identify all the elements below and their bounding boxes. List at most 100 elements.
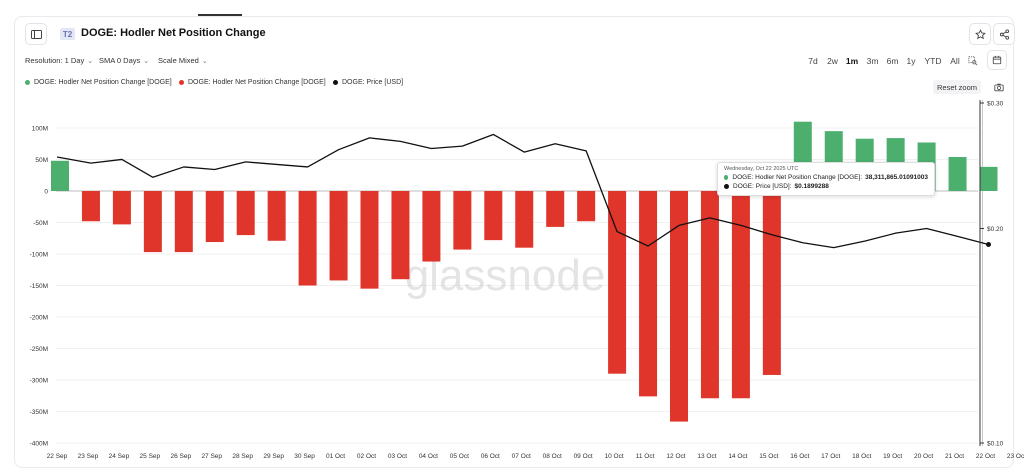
legend-label: DOGE: Hodler Net Position Change [DOGE] [188,79,326,86]
chevron-down-icon: ⌄ [87,58,94,65]
y-tick-label: 0 [44,189,48,196]
zoom-select-icon [968,56,978,66]
axes: 100M 50M 0 -50M -100M -150M -200M -250M -300M -35… [30,100,1024,460]
y-tick-label: 100M [32,126,48,133]
x-tick-label: 27 Sep [201,453,222,460]
tooltip-dot [724,175,729,180]
range-ytd-button[interactable]: YTD [924,56,942,66]
legend-item-negative[interactable]: DOGE: Hodler Net Position Change [DOGE] [179,79,326,86]
tooltip-label: DOGE: Hodler Net Position Change [DOGE]: [732,174,863,181]
y-tick-label: -200M [30,315,48,322]
sidebar-toggle-icon [30,29,42,39]
resolution-select[interactable]: Resolution: 1 Day ⌄ [25,56,93,65]
bar [267,191,286,241]
y-tick-label: -250M [30,346,48,353]
bar [112,191,131,225]
x-tick-label: 08 Oct [543,453,562,460]
legend-item-price[interactable]: DOGE: Price [USD] [333,79,403,86]
legend-item-positive[interactable]: DOGE: Hodler Net Position Change [DOGE] [25,79,172,86]
screenshot-button[interactable] [991,80,1007,95]
range-all-button[interactable]: All [950,56,960,66]
x-tick-label: 23 Oct [1007,453,1024,460]
y-tick-label: 50M [35,157,48,164]
bar [546,191,565,227]
x-tick-label: 03 Oct [388,453,407,460]
legend-dot [333,80,338,85]
bar [700,191,719,399]
y-tick-label: -300M [30,378,48,385]
page-title: DOGE: Hodler Net Position Change [81,27,266,39]
reset-zoom-button[interactable]: Reset zoom [933,80,981,94]
x-tick-label: 20 Oct [914,453,933,460]
zoom-select-button[interactable] [966,54,980,68]
x-tick-label: 18 Oct [852,453,871,460]
y-tick-label: -100M [30,252,48,259]
x-tick-label: 09 Oct [574,453,593,460]
bar [51,160,69,191]
price-line [56,133,991,249]
y-tick-label: -400M [30,441,48,448]
scale-select[interactable]: Scale Mixed ⌄ [158,56,208,65]
range-1y-button[interactable]: 1y [906,56,916,66]
grid-lines [56,100,983,446]
bar [422,191,441,262]
x-tick-label: 11 Oct [636,453,655,460]
bar [608,191,627,374]
share-button[interactable] [993,23,1015,45]
x-tick-label: 13 Oct [697,453,716,460]
range-1m-button[interactable]: 1m [845,56,859,66]
range-6m-button[interactable]: 6m [886,56,899,66]
calendar-button[interactable] [987,50,1007,70]
bar [639,191,658,397]
tooltip-value: 38,311,865.01091003 [865,174,928,181]
sidebar-toggle-button[interactable] [25,23,47,45]
x-tick-label: 07 Oct [512,453,531,460]
bar [174,191,193,253]
bar [236,191,255,236]
calendar-icon [992,55,1002,65]
x-tick-label: 04 Oct [419,453,438,460]
right-tick-label: $0.30 [987,101,1004,108]
share-icon [999,28,1009,40]
range-2w-button[interactable]: 2w [827,56,838,66]
range-3m-button[interactable]: 3m [866,56,879,66]
x-tick-label: 10 Oct [605,453,624,460]
x-tick-label: 16 Oct [790,453,809,460]
y-tick-label: -150M [30,283,48,290]
tooltip-value: $0.1899288 [794,183,829,190]
x-tick-label: 28 Sep [232,453,253,460]
x-tick-label: 06 Oct [481,453,500,460]
bar [205,191,224,243]
legend-label: DOGE: Price [USD] [342,79,404,86]
x-tick-label: 30 Sep [294,453,315,460]
chevron-down-icon: ⌄ [143,58,150,65]
right-tick-label: $0.20 [987,226,1004,233]
favorite-button[interactable] [969,23,991,45]
tooltip-row-hodler: DOGE: Hodler Net Position Change [DOGE]:… [724,174,928,181]
camera-icon [994,83,1004,92]
tooltip-label: DOGE: Price [USD]: [733,183,792,190]
bar [143,191,162,253]
x-tick-label: 26 Sep [170,453,191,460]
x-tick-label: 21 Oct [945,453,964,460]
tooltip: Wednesday, Oct 22 2025 UTC DOGE: Hodler … [717,162,935,196]
tooltip-row-price: DOGE: Price [USD]: $0.1899288 [724,183,928,190]
x-tick-label: 22 Sep [47,453,68,460]
bar [577,191,596,222]
x-tick-label: 25 Sep [140,453,161,460]
range-7d-button[interactable]: 7d [808,56,818,66]
x-tick-label: 14 Oct [728,453,747,460]
x-tick-label: 29 Sep [263,453,284,460]
tooltip-date: Wednesday, Oct 22 2025 UTC [724,166,799,172]
sma-select[interactable]: SMA 0 Days ⌄ [99,56,149,65]
y-tick-label: -350M [30,409,48,416]
star-icon [974,28,986,39]
x-tick-label: 24 Sep [109,453,130,460]
chevron-down-icon: ⌄ [201,58,208,65]
x-tick-label: 19 Oct [883,453,902,460]
x-tick-label: 05 Oct [450,453,469,460]
bar [731,191,750,399]
resolution-label: Resolution: 1 Day [25,56,85,65]
price-point-marker [986,241,991,247]
